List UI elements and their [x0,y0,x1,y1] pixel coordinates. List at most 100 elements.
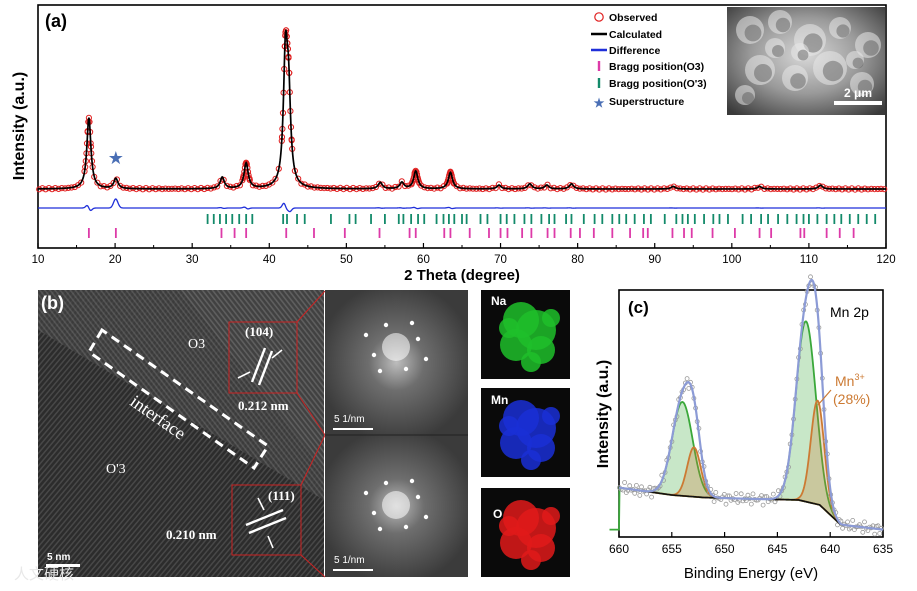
eds-signal [542,309,560,327]
label-o3: O3 [188,337,206,352]
eds-mn-label: Mn [491,393,509,407]
eds-signal [527,336,555,364]
xps-data-point [738,491,744,497]
legend-difference: Difference [609,45,661,57]
xps-data-point [678,395,683,401]
sem-scalebar-label: 2 μm [844,86,872,100]
xps-data-point [863,525,869,531]
sem-particle-shadow [803,33,823,53]
xps-envelope-curve [618,278,884,531]
eds-signal [500,427,532,459]
xps-data-point [770,491,776,497]
observed-point [117,182,124,189]
xps-data-point [769,497,774,503]
label-d-104: 0.212 nm [238,398,289,413]
observed-point [447,169,454,176]
xps-data-point [748,501,754,507]
label-111: (111) [268,488,295,503]
xps-data-point [833,510,839,515]
eds-o-map [481,488,570,577]
xps-data-point [762,494,768,500]
x-tick-label: 70 [494,254,507,266]
xps-data-point [735,499,741,505]
xps-x-tick-label: 650 [715,542,735,556]
sem-particle-shadow [744,24,762,42]
xps-data-point [618,486,624,492]
xps-data-point [752,496,758,502]
sem-particle [829,17,851,39]
superstructure-star-icon: ★ [108,148,124,168]
eds-o-label: O [493,507,503,521]
mn3-pointer [817,389,832,406]
xps-data-point [694,419,700,424]
xps-data-point [667,445,673,451]
xps-data-point [868,525,874,531]
xps-component-peak [769,399,866,529]
sem-particle-shadow [775,17,791,33]
xps-data-point [774,496,780,502]
observed-point [272,175,279,182]
x-tick-label: 100 [722,254,741,266]
xps-data-point [645,487,651,493]
xps-title: Mn 2p [830,304,869,320]
x-tick-label: 90 [648,254,661,266]
xps-data-point [622,480,627,485]
xps-data-point [858,524,864,530]
xps-data-point [845,519,850,525]
xps-data-point [804,289,810,294]
fft-center-spot [382,333,410,361]
xps-data-point [650,486,656,492]
sem-inset: 2 μm [727,7,885,115]
xps-data-point [725,493,731,499]
xps-data-point [703,478,709,484]
xps-data-point [843,523,849,529]
observed-point [269,179,276,186]
xps-data-point [787,441,793,447]
xps-data-point [669,439,675,445]
eds-signal [503,400,539,436]
xps-data-point [637,492,643,498]
xps-data-point [819,375,825,381]
xps-data-point [679,389,685,395]
eds-signal [542,507,560,525]
xps-data-point [713,489,719,495]
xps-data-point [799,321,805,327]
xps-data-point [642,488,648,494]
xps-x-tick-label: 660 [609,542,629,556]
xps-data-point [776,488,781,494]
legend-observed: Observed [609,12,657,24]
xps-data-point [742,496,747,502]
xps-data-point [750,491,756,497]
x-tick-label: 120 [876,254,895,266]
xps-data-point [683,380,688,386]
observed-point [813,184,820,191]
xps-data-point [730,496,736,502]
xps-data-point [728,497,734,503]
observed-point [298,180,305,187]
xps-data-point [727,493,732,499]
xps-data-point [818,350,823,356]
xps-data-point [877,531,883,536]
x-tick-label: 50 [340,254,353,266]
xps-data-point [676,397,682,402]
observed-point [214,183,221,190]
xps-data-point [796,355,801,360]
xps-data-point [701,464,707,469]
xrd-y-axis-title: Intensity (a.u.) [11,72,28,180]
eds-signal [516,508,556,548]
xps-data-point [656,485,661,491]
xps-data-point [666,455,671,461]
observed-point [94,179,101,186]
xps-data-point [852,527,857,532]
xps-plot-frame [618,289,884,538]
xps-data-point [801,307,807,313]
eds-signal [521,450,541,470]
legend-star-icon: ★ [594,96,605,110]
xps-data-point [649,494,654,500]
xps-data-point [855,524,861,530]
fft-images [325,290,468,577]
xps-data-point [732,497,737,503]
xrd-x-axis-title: 2 Theta (degree) [404,267,520,284]
xps-data-point [684,376,690,382]
xps-data-point [630,486,636,492]
